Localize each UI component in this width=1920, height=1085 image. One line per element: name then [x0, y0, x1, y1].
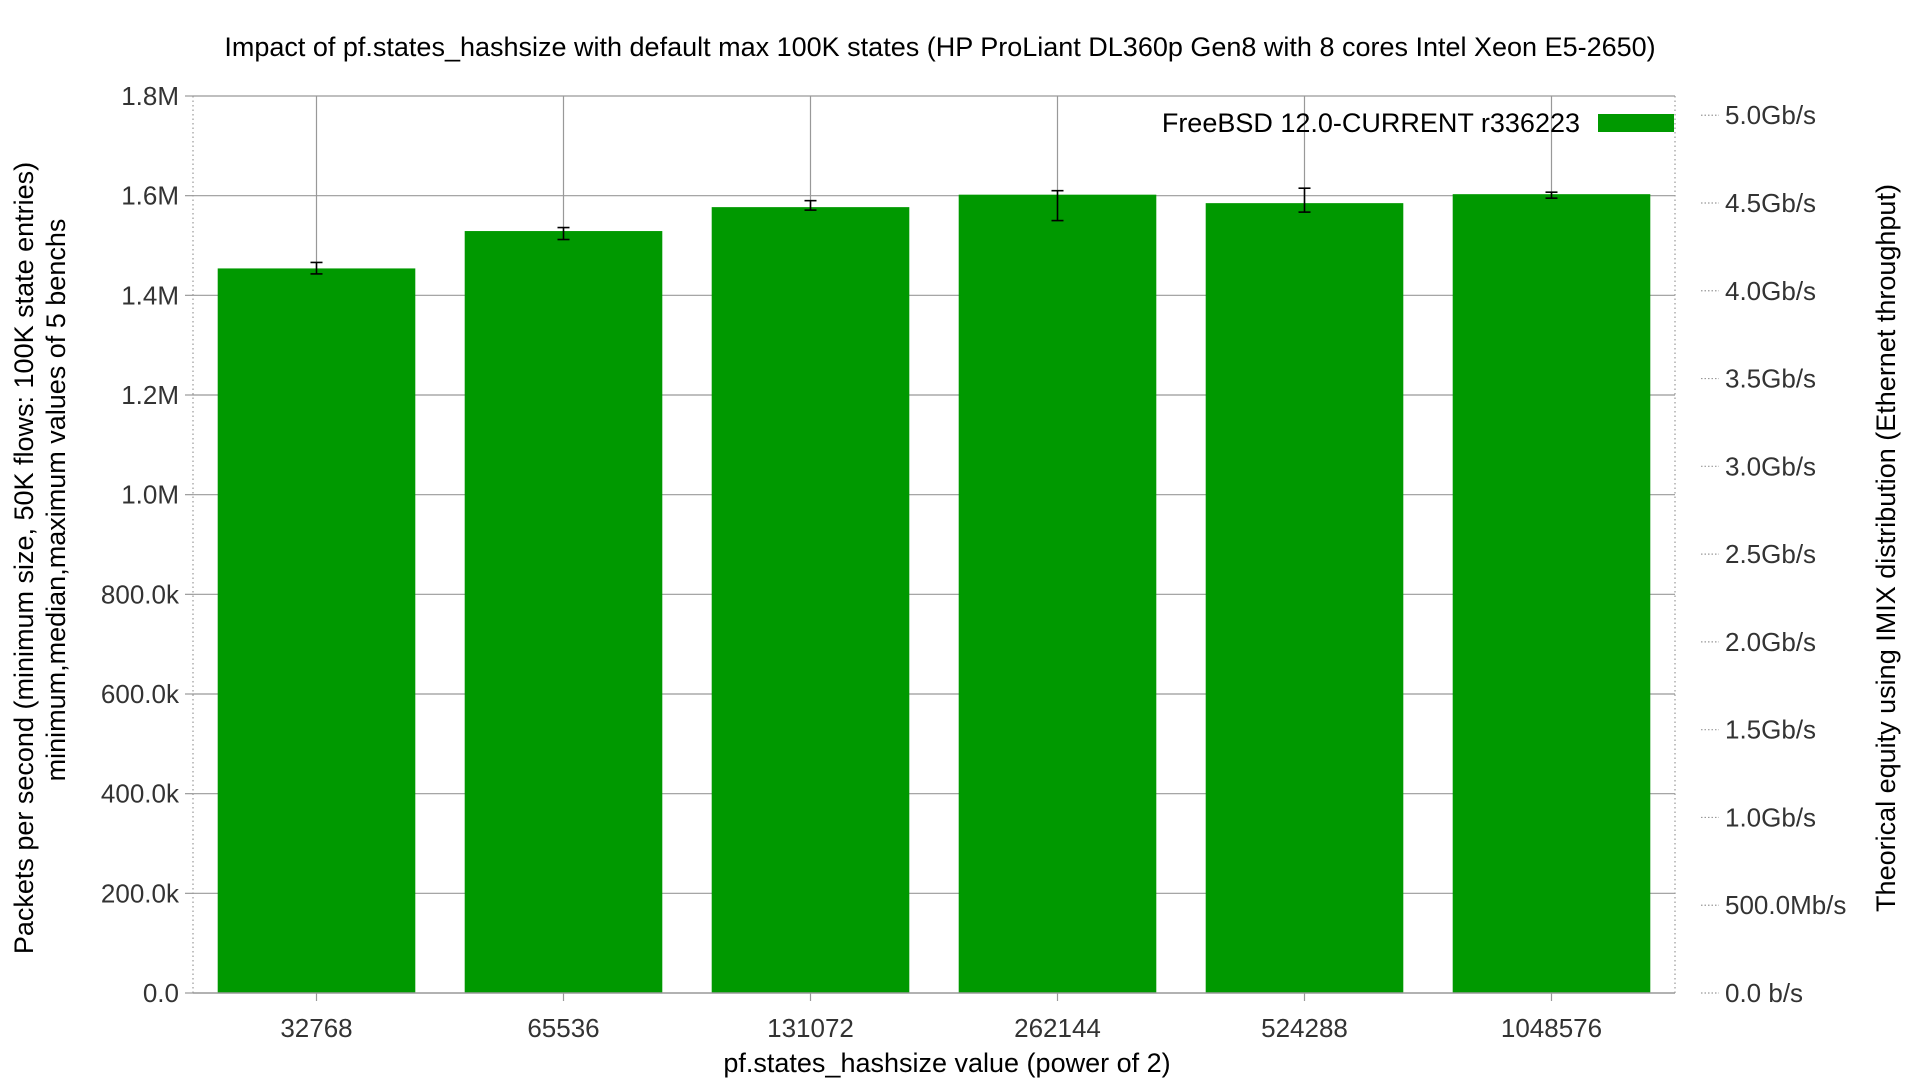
y-axis-label-line2: minimum,median,maximum values of 5 bench…	[41, 219, 71, 782]
y2-tick-label: 4.5Gb/s	[1725, 188, 1816, 218]
x-tick-label: 32768	[280, 1013, 352, 1043]
y2-tick-label: 1.0Gb/s	[1725, 802, 1816, 832]
y2-tick-label: 4.0Gb/s	[1725, 276, 1816, 306]
y-tick-label: 200.0k	[101, 878, 180, 908]
y-axis-ticks: 0.0 200.0k 400.0k 600.0k 800.0k 1.0M 1.2M 1.4M 1…	[101, 81, 193, 1008]
y2-tick-label: 2.5Gb/s	[1725, 539, 1816, 569]
x-axis-label: pf.states_hashsize value (power of 2)	[723, 1048, 1170, 1078]
x-tick-label: 1048576	[1501, 1013, 1602, 1043]
y-tick-label: 1.8M	[121, 81, 179, 111]
error-bar-32768	[310, 261, 323, 275]
bars-layer	[217, 194, 1651, 994]
y-tick-label: 1.6M	[121, 181, 179, 211]
y2-tick-label: 2.0Gb/s	[1725, 627, 1816, 657]
y-tick-label: 1.0M	[121, 480, 179, 510]
bar-524288	[1205, 203, 1404, 993]
y-tick-label: 800.0k	[101, 579, 180, 609]
x-tick-label: 524288	[1261, 1013, 1348, 1043]
bar-1048576	[1452, 194, 1651, 994]
y2-tick-label: 1.5Gb/s	[1725, 715, 1816, 745]
y2-tick-label: 3.5Gb/s	[1725, 364, 1816, 394]
y2-tick-label: 5.0Gb/s	[1725, 100, 1816, 130]
error-bars-layer	[310, 187, 1558, 275]
y-tick-label: 1.2M	[121, 380, 179, 410]
bar-65536	[464, 231, 663, 993]
y-tick-label: 600.0k	[101, 679, 180, 709]
bar-262144	[958, 194, 1157, 994]
y-tick-label: 1.4M	[121, 280, 179, 310]
x-tick-label: 65536	[527, 1013, 599, 1043]
error-bar-262144	[1051, 189, 1064, 222]
axes-layer	[192, 96, 1676, 994]
legend-label: FreeBSD 12.0-CURRENT r336223	[1162, 108, 1580, 138]
x-tick-label: 262144	[1014, 1013, 1101, 1043]
y2-axis-label: Theorical equity using IMIX distribution…	[1871, 184, 1901, 912]
y-tick-label: 0.0	[143, 978, 179, 1008]
chart-title: Impact of pf.states_hashsize with defaul…	[224, 32, 1655, 62]
error-bar-524288	[1298, 187, 1311, 213]
y-axis-label-line1: Packets per second (minimum size, 50K fl…	[9, 162, 39, 954]
legend-swatch	[1598, 114, 1674, 132]
y2-tick-label: 500.0Mb/s	[1725, 890, 1846, 920]
error-bar-65536	[557, 226, 570, 241]
error-bar-131072	[804, 199, 817, 211]
y2-tick-label: 3.0Gb/s	[1725, 451, 1816, 481]
y2-tick-label: 0.0 b/s	[1725, 978, 1803, 1008]
bar-131072	[711, 207, 910, 994]
error-bar-1048576	[1545, 191, 1558, 199]
x-axis-ticks: 32768 65536 131072 262144 524288 1048576	[280, 993, 1602, 1043]
y-tick-label: 400.0k	[101, 779, 180, 809]
y2-axis-ticks: 0.0 b/s 500.0Mb/s 1.0Gb/s 1.5Gb/s 2.0Gb/s 2.5…	[1701, 100, 1846, 1008]
x-tick-label: 131072	[767, 1013, 854, 1043]
bar-32768	[217, 268, 416, 993]
legend: FreeBSD 12.0-CURRENT r336223	[1162, 108, 1674, 138]
